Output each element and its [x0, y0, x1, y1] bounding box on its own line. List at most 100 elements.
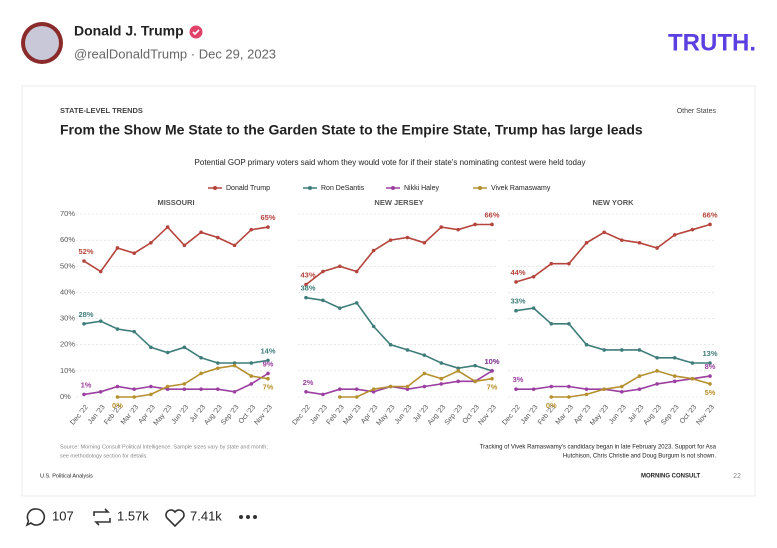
data-point [690, 361, 695, 365]
value-label: 14% [260, 346, 275, 355]
chart-title: MISSOURI [157, 198, 194, 207]
series-line [515, 307, 710, 364]
data-point [422, 384, 427, 389]
more-button[interactable] [239, 515, 257, 519]
data-point [321, 298, 325, 303]
data-point [354, 301, 359, 305]
data-point [216, 387, 220, 391]
data-point [371, 389, 376, 394]
author[interactable]: Donald J. Trump [74, 23, 184, 39]
y-tick-label: 40% [60, 287, 75, 296]
data-point [456, 369, 460, 373]
data-point [165, 387, 170, 391]
avatar-inner [25, 26, 59, 60]
value-label: 1% [81, 380, 92, 389]
y-tick-label: 20% [60, 340, 75, 349]
data-point [232, 363, 237, 368]
data-point [304, 295, 308, 300]
chart-title: NEW JERSEY [374, 198, 423, 207]
data-point [132, 395, 136, 399]
retruth-icon[interactable] [93, 508, 111, 526]
data-point [439, 382, 444, 386]
data-point [165, 225, 170, 229]
value-label: 2% [303, 378, 314, 387]
retruth-count: 1.57k [117, 508, 149, 523]
data-point [655, 382, 659, 386]
data-point [514, 280, 518, 284]
data-point [149, 240, 153, 245]
data-point [165, 350, 170, 355]
data-point [637, 348, 642, 352]
data-point [620, 348, 624, 352]
data-point [132, 329, 136, 334]
data-point [405, 387, 410, 391]
data-point [98, 319, 103, 323]
data-point [115, 384, 120, 389]
data-point [549, 384, 554, 389]
data-point [708, 361, 712, 365]
legend-label: Ron DeSantis [321, 185, 365, 192]
value-label: 5% [705, 388, 716, 397]
data-point [199, 387, 203, 391]
figure-subtitle: Potential GOP primary voters said whom t… [195, 158, 586, 167]
data-point [422, 240, 427, 245]
data-point [232, 243, 237, 248]
like-icon[interactable] [165, 509, 185, 528]
data-point [637, 387, 642, 391]
data-point [132, 251, 136, 256]
figure-frame [21, 85, 756, 497]
data-point [567, 261, 571, 266]
data-point [456, 379, 460, 384]
data-point [82, 259, 86, 263]
reply-icon[interactable] [25, 508, 46, 527]
value-label: 0% [112, 401, 123, 410]
legend-dot [308, 186, 312, 190]
value-label: 38% [300, 284, 315, 293]
value-label: 7% [487, 383, 498, 392]
data-point [405, 348, 410, 352]
brand-logo[interactable]: TRUTH. [668, 29, 756, 56]
y-tick-label: 60% [60, 235, 75, 244]
data-point [514, 308, 518, 313]
series-line [515, 223, 711, 283]
data-point [655, 355, 659, 360]
data-point [216, 235, 220, 240]
data-point [490, 222, 494, 227]
data-point [672, 355, 677, 360]
data-point [655, 369, 659, 373]
data-point [584, 342, 589, 347]
value-label: 28% [78, 310, 93, 319]
data-point [584, 387, 589, 391]
value-label: 66% [702, 210, 717, 219]
series-line [83, 320, 269, 364]
data-point [338, 395, 342, 399]
data-point [473, 363, 477, 368]
series-line [551, 370, 711, 398]
value-label: 3% [513, 375, 524, 384]
data-point [165, 384, 170, 389]
data-point [82, 392, 86, 397]
data-point [182, 387, 187, 391]
data-point [354, 387, 359, 391]
data-point [115, 246, 120, 250]
value-label: 43% [300, 271, 315, 280]
source: see methodology section for details. [60, 453, 148, 459]
data-point [690, 376, 695, 381]
data-point [371, 324, 376, 329]
series-line [305, 223, 492, 286]
y-tick-label: 30% [60, 314, 75, 323]
data-point [637, 240, 642, 245]
data-point [531, 387, 536, 391]
handle[interactable]: @realDonaldTrump · Dec 29, 2023 [74, 46, 276, 61]
note: Hutchison, Chris Christie and Doug Burgu… [563, 454, 716, 460]
verified-check [192, 29, 200, 36]
data-point [549, 395, 554, 399]
data-point [672, 233, 677, 237]
morning-consult-logo: MORNING CONSULT [641, 474, 701, 480]
data-point [98, 269, 103, 274]
chart-title: NEW YORK [592, 198, 634, 207]
data-point [602, 387, 606, 391]
data-point [549, 322, 554, 326]
data-point [182, 382, 187, 386]
data-point [567, 395, 571, 399]
